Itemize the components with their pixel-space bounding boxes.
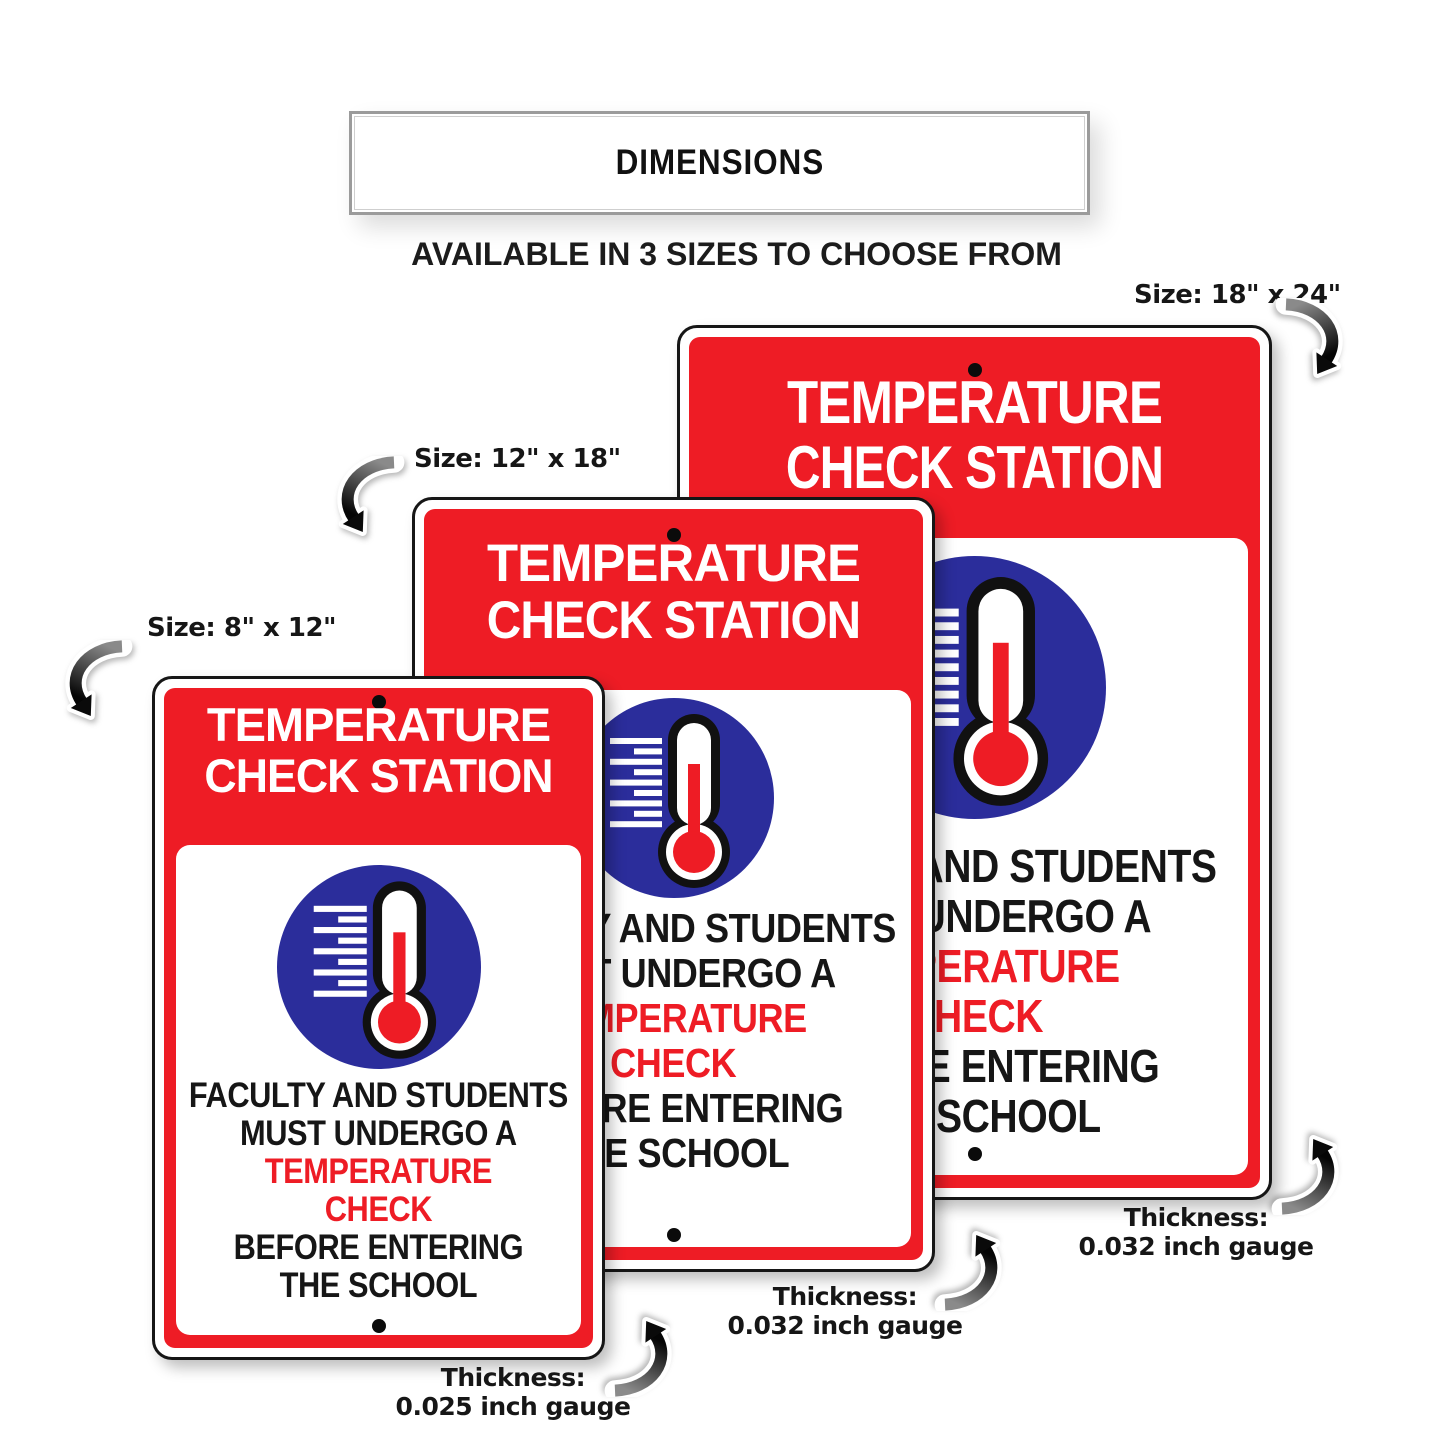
- thickness-title: Thickness:: [772, 1282, 918, 1311]
- sign-title-line2: CHECK STATION: [204, 748, 553, 802]
- sign-red-panel: TEMPERATURE CHECK STATION FACULTY AND ST…: [164, 688, 593, 1348]
- mounting-hole-icon: [967, 363, 982, 377]
- curved-arrow-icon: [929, 1221, 1009, 1321]
- sign-body-panel: FACULTY AND STUDENTS MUST UNDERGO A TEMP…: [176, 845, 581, 1335]
- page-title: DIMENSIONS: [615, 143, 824, 182]
- body-line-highlight: TEMPERATURE: [264, 1152, 493, 1191]
- sign-title-line1: TEMPERATURE: [206, 698, 551, 751]
- size-label-12x18: Size: 12" x 18": [414, 444, 621, 474]
- sign-body-text: FACULTY AND STUDENTS MUST UNDERGO A TEMP…: [163, 1077, 594, 1305]
- mounting-hole-icon: [371, 1319, 386, 1333]
- thickness-value: 0.032 inch gauge: [727, 1311, 963, 1340]
- thickness-label-8x12: Thickness: 0.025 inch gauge: [353, 1363, 673, 1421]
- thickness-label-18x24: Thickness: 0.032 inch gauge: [1036, 1203, 1356, 1261]
- sign-title-line1: TEMPERATURE: [786, 369, 1163, 436]
- mounting-hole-icon: [967, 1147, 982, 1161]
- curved-arrow-icon: [1266, 1125, 1346, 1225]
- sign-title-line1: TEMPERATURE: [487, 534, 861, 593]
- thickness-title: Thickness:: [1123, 1203, 1269, 1232]
- size-label-8x12: Size: 8" x 12": [147, 613, 337, 643]
- sign-preview-8x12: TEMPERATURE CHECK STATION FACULTY AND ST…: [152, 676, 605, 1360]
- mounting-hole-icon: [666, 1228, 681, 1242]
- thickness-title: Thickness:: [440, 1363, 586, 1392]
- sign-title: TEMPERATURE CHECK STATION: [689, 369, 1260, 501]
- body-line: BEFORE ENTERING: [233, 1228, 524, 1267]
- curved-arrow-icon: [330, 446, 410, 546]
- body-line-highlight: CHECK: [324, 1190, 433, 1229]
- sign-preview-12x18: TEMPERATURE CHECK STATION FACULTY AND ST…: [412, 497, 935, 1272]
- body-line: FACULTY AND STUDENTS: [188, 1076, 569, 1115]
- curved-arrow-icon: [599, 1307, 679, 1407]
- curved-arrow-icon: [1270, 288, 1350, 388]
- thickness-label-12x18: Thickness: 0.032 inch gauge: [685, 1282, 1005, 1340]
- sign-title: TEMPERATURE CHECK STATION: [164, 698, 593, 802]
- dimensions-title-box: DIMENSIONS: [349, 111, 1090, 215]
- body-line: THE SCHOOL: [279, 1266, 478, 1305]
- mounting-hole-icon: [371, 695, 386, 709]
- body-line: MUST UNDERGO A: [240, 1114, 517, 1153]
- sign-title-line2: CHECK STATION: [486, 591, 861, 651]
- curved-arrow-icon: [58, 630, 138, 730]
- sign-title: TEMPERATURE CHECK STATION: [424, 534, 923, 651]
- body-line-highlight: CHECK: [610, 1040, 737, 1086]
- mounting-hole-icon: [666, 528, 681, 542]
- thickness-value: 0.025 inch gauge: [395, 1392, 631, 1421]
- thickness-value: 0.032 inch gauge: [1078, 1232, 1314, 1261]
- thermometer-icon: [277, 865, 481, 1069]
- sign-title-line2: CHECK STATION: [785, 433, 1164, 501]
- page-subtitle: AVAILABLE IN 3 SIZES TO CHOOSE FROM: [411, 236, 1062, 272]
